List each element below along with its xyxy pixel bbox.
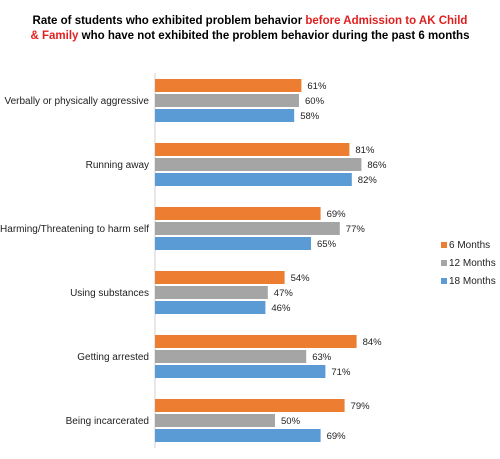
data-label: 69% [327, 209, 347, 220]
bar [155, 414, 275, 427]
legend-swatch-6-months [441, 242, 447, 248]
data-label: 65% [317, 239, 337, 250]
category-label: Using substances [70, 288, 149, 299]
bar [155, 94, 299, 107]
data-label: 63% [312, 352, 332, 363]
legend-label-12-months: 12 Months [449, 258, 496, 269]
legend-item-12-months: 12 Months [441, 258, 496, 269]
category-label: Getting arrested [77, 352, 149, 363]
data-label: 71% [331, 367, 351, 378]
data-label: 81% [355, 145, 375, 156]
legend-label-6-months: 6 Months [449, 240, 491, 251]
bar [155, 173, 352, 186]
bar [155, 207, 321, 220]
chart-title: Rate of students who exhibited problem b… [30, 14, 470, 44]
bar [155, 109, 295, 122]
legend-item-6-months: 6 Months [441, 240, 490, 251]
bar [155, 222, 340, 235]
legend-swatch-12-months [441, 260, 447, 266]
title-part-2: who have not exhibited the problem behav… [78, 30, 470, 42]
data-label: 58% [300, 111, 320, 122]
bar [155, 365, 326, 378]
bar [155, 79, 302, 92]
bar [155, 237, 311, 250]
data-label: 60% [305, 96, 325, 107]
data-label: 79% [351, 401, 371, 412]
data-label: 84% [363, 337, 383, 348]
data-label: 77% [346, 224, 366, 235]
bar [155, 271, 285, 284]
bar [155, 143, 350, 156]
data-label: 82% [358, 175, 378, 186]
bar [155, 399, 345, 412]
bar [155, 158, 362, 171]
category-label: Being incarcerated [66, 416, 149, 427]
bar [155, 286, 268, 299]
data-label: 50% [281, 416, 301, 427]
data-label: 54% [291, 273, 311, 284]
legend-label-18-months: 18 Months [449, 276, 496, 287]
data-label: 69% [327, 431, 347, 442]
bar [155, 350, 307, 363]
data-label: 47% [274, 288, 294, 299]
title-highlight: before Admission to AK Child & Family [30, 15, 468, 42]
category-label: Running away [86, 160, 149, 171]
category-label: Verbally or physically aggressive [4, 96, 149, 107]
bar [155, 335, 357, 348]
bar [155, 301, 266, 314]
category-label: Harming/Threatening to harm self [0, 224, 149, 235]
data-label: 46% [271, 303, 291, 314]
data-label: 86% [367, 160, 387, 171]
legend-item-18-months: 18 Months [441, 276, 496, 287]
data-label: 61% [307, 81, 327, 92]
legend-swatch-18-months [441, 278, 447, 284]
bar [155, 429, 321, 442]
title-part-1: Rate of students who exhibited problem b… [32, 15, 306, 27]
